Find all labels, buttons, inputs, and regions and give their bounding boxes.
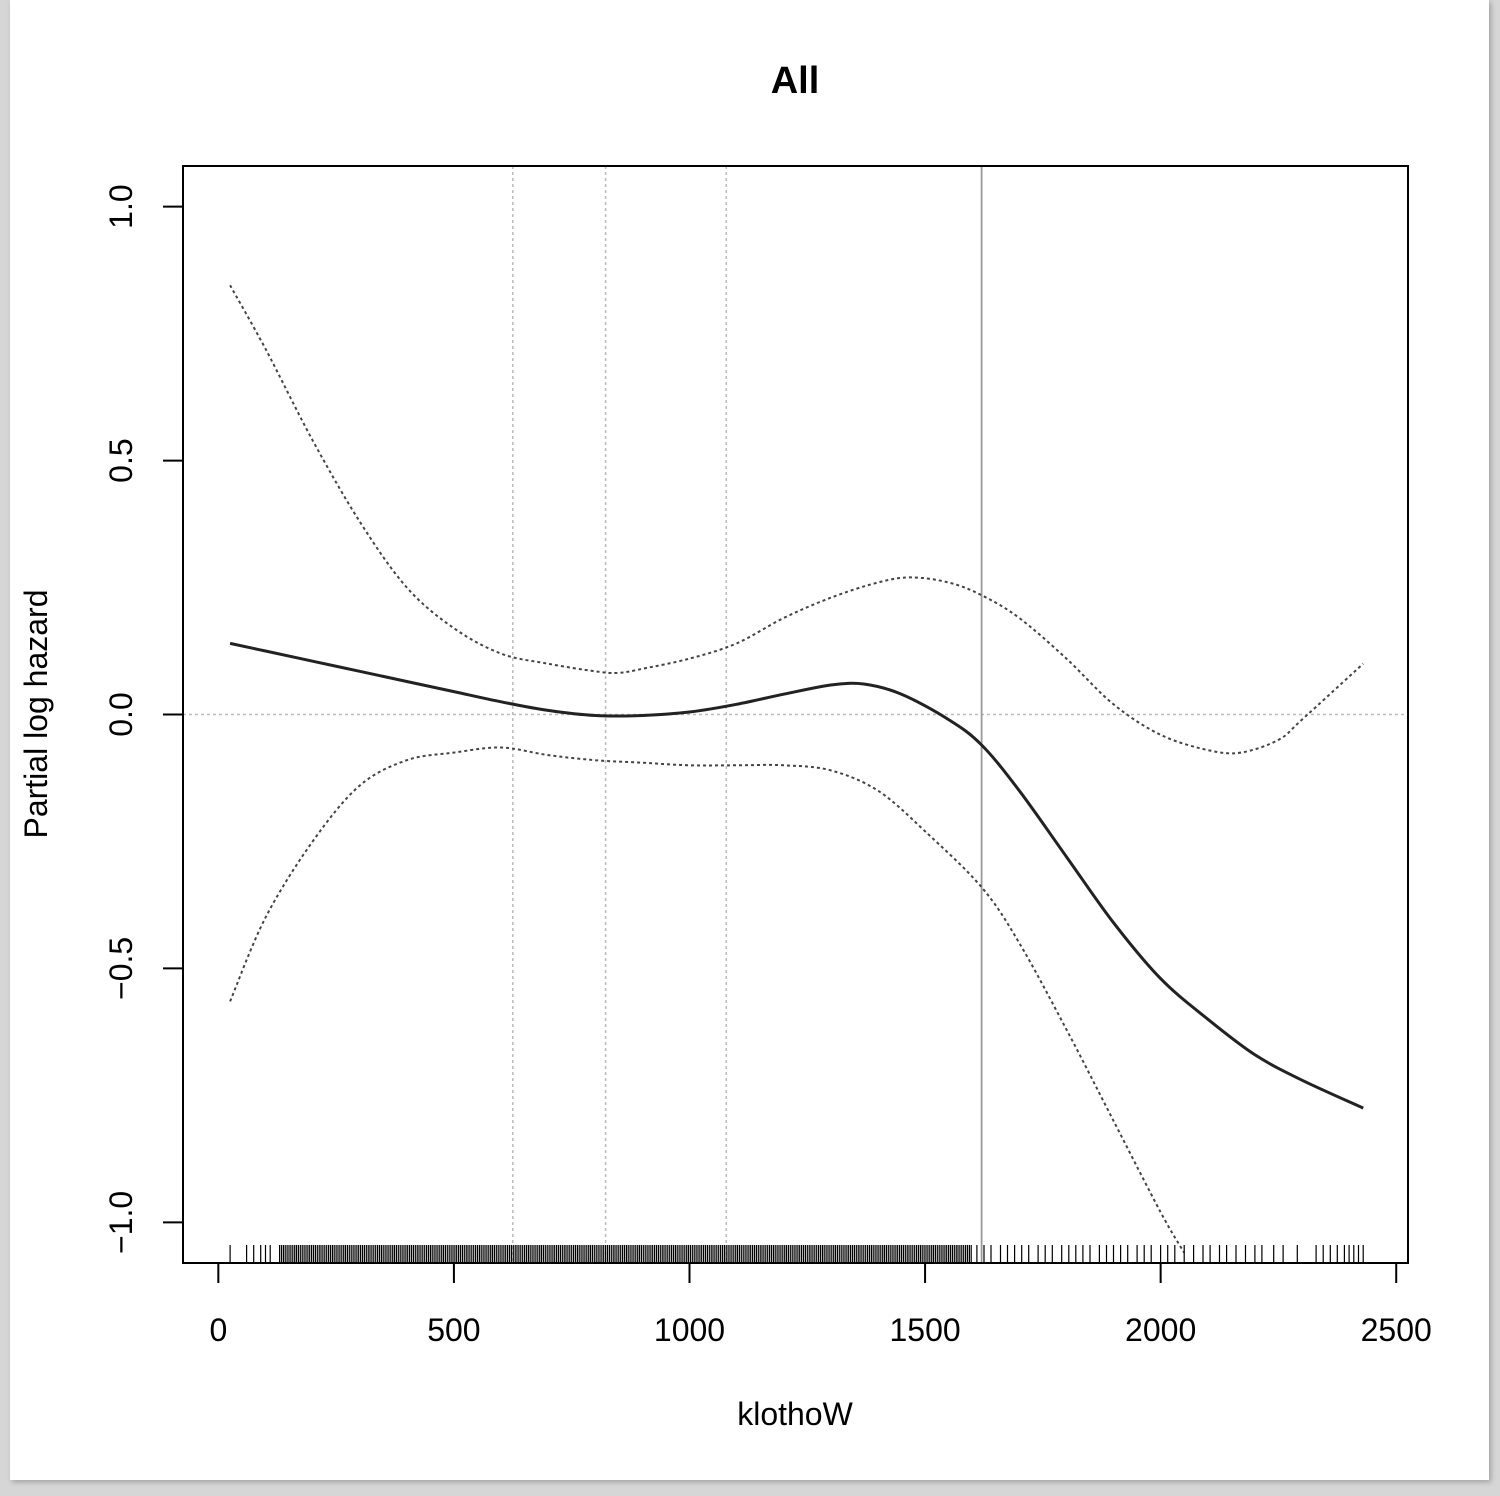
rug-ticks <box>229 1245 1364 1263</box>
y-axis: −1.0 −0.5 0.0 0.5 1.0 <box>103 184 184 1254</box>
y-axis-label: Partial log hazard <box>18 589 54 838</box>
y-tick-label: −1.0 <box>103 1191 139 1254</box>
y-tick-label: −0.5 <box>103 937 139 1000</box>
x-tick-label: 2000 <box>1125 1312 1196 1348</box>
x-axis-label: klothoW <box>737 1396 853 1432</box>
lower-ci-line <box>229 746 1186 1254</box>
y-tick-label: 0.0 <box>103 692 139 736</box>
x-tick-label: 1500 <box>889 1312 960 1348</box>
series-layer <box>229 284 1364 1254</box>
page-sheet <box>10 0 1489 1480</box>
fit-line <box>229 641 1364 1110</box>
x-tick-label: 500 <box>427 1312 480 1348</box>
reference-lines <box>183 166 1408 1263</box>
x-tick-label: 2500 <box>1361 1312 1432 1348</box>
upper-ci-line <box>229 284 1364 755</box>
x-tick-label: 1000 <box>654 1312 725 1348</box>
x-axis: 0 500 1000 1500 2000 2500 <box>209 1262 1432 1348</box>
y-tick-label: 1.0 <box>103 184 139 228</box>
chart-title: All <box>771 60 820 102</box>
rug <box>229 1245 1364 1263</box>
y-tick-label: 0.5 <box>103 438 139 482</box>
x-tick-label: 0 <box>209 1312 227 1348</box>
